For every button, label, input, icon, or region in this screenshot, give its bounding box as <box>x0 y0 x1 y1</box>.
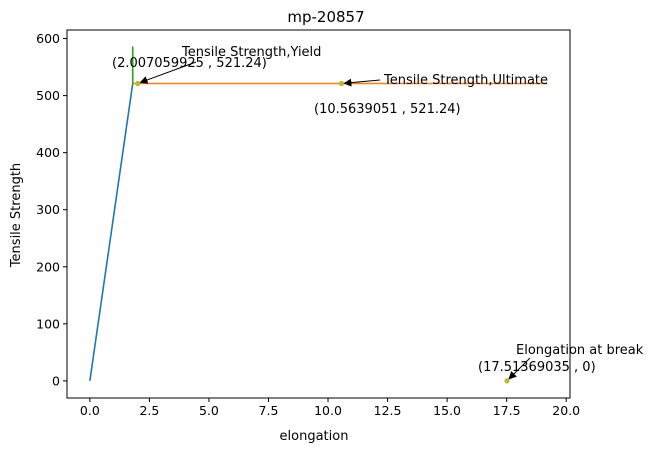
x-tick-label: 5.0 <box>199 403 219 418</box>
annotation-coords: (17.51369035 , 0) <box>478 360 596 375</box>
x-tick-label: 7.5 <box>259 403 279 418</box>
x-tick-label: 20.0 <box>552 403 580 418</box>
plot-frame <box>66 29 571 399</box>
y-tick-label: 500 <box>36 88 60 103</box>
x-axis: 0.0 2.5 5.0 7.5 10.0 12.5 15.0 17.5 20.0 <box>80 398 580 418</box>
y-tick-label: 600 <box>36 31 60 46</box>
y-tick-label: 0 <box>52 373 60 388</box>
annotation-arrow <box>343 78 381 87</box>
annotation-arrow <box>508 357 531 380</box>
x-tick-label: 10.0 <box>314 403 342 418</box>
series-line-1 <box>89 83 134 381</box>
plot-area <box>66 29 571 399</box>
x-tick-label: 0.0 <box>80 403 100 418</box>
y-axis-label: Tensile Strength <box>9 163 24 268</box>
y-tick-label: 400 <box>36 145 60 160</box>
y-tick-label: 100 <box>36 316 60 331</box>
x-axis-label: elongation <box>280 429 349 444</box>
annotation-arrow <box>139 61 197 84</box>
annotation-label: Elongation at break <box>516 343 644 358</box>
chart-title: mp-20857 <box>287 8 364 26</box>
x-tick-label: 15.0 <box>433 403 461 418</box>
y-tick-label: 300 <box>36 202 60 217</box>
x-tick-label: 2.5 <box>139 403 159 418</box>
annotation-label: Tensile Strength,Ultimate <box>383 73 548 88</box>
annotation-label: Tensile Strength,Yield <box>181 45 321 60</box>
data-point <box>504 378 510 384</box>
y-axis: 0 100 200 300 400 500 600 <box>36 31 67 388</box>
annotation-coords: (10.5639051 , 521.24) <box>314 102 461 117</box>
data-point <box>338 80 345 87</box>
x-tick-label: 17.5 <box>493 403 521 418</box>
annotation-coords: (2.007059925 , 521.24) <box>112 56 267 71</box>
annotation-layer: Tensile Strength,Yield(2.007059925 , 521… <box>112 45 644 380</box>
series-layer <box>89 46 548 381</box>
data-point <box>135 80 141 87</box>
y-tick-label: 200 <box>36 259 60 274</box>
x-tick-label: 12.5 <box>374 403 402 418</box>
points-layer <box>135 80 510 384</box>
